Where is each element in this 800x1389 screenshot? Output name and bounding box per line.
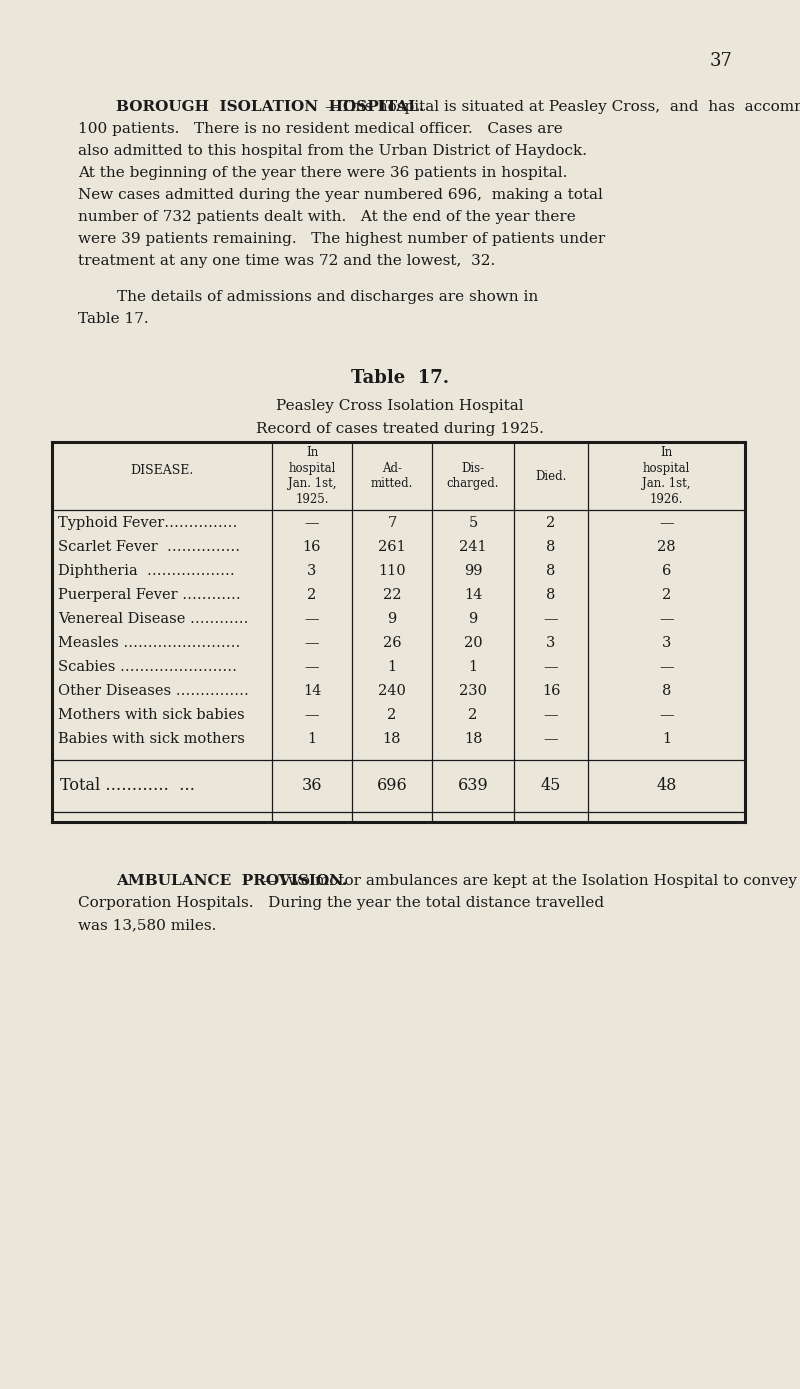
Text: 1: 1	[307, 732, 317, 746]
Text: 8: 8	[546, 588, 556, 601]
Text: Venereal Disease …………: Venereal Disease …………	[58, 613, 249, 626]
Text: 110: 110	[378, 564, 406, 578]
Text: Typhoid Fever……………: Typhoid Fever……………	[58, 515, 238, 529]
Text: Record of cases treated during 1925.: Record of cases treated during 1925.	[256, 422, 544, 436]
Text: 9: 9	[468, 613, 478, 626]
Text: —This hospital is situated at Peasley Cross,  and  has  accommodation  for  abou: —This hospital is situated at Peasley Cr…	[325, 100, 800, 114]
Text: 241: 241	[459, 540, 487, 554]
Text: 1: 1	[662, 732, 671, 746]
Text: Table 17.: Table 17.	[78, 313, 149, 326]
Text: number of 732 patients dealt with.   At the end of the year there: number of 732 patients dealt with. At th…	[78, 210, 576, 224]
Text: —: —	[544, 660, 558, 674]
Text: —: —	[659, 515, 674, 529]
Text: AMBULANCE  PROVISION.: AMBULANCE PROVISION.	[116, 874, 347, 888]
Text: —: —	[659, 660, 674, 674]
Text: Scarlet Fever  ……………: Scarlet Fever ……………	[58, 540, 240, 554]
Text: 18: 18	[464, 732, 482, 746]
Text: 696: 696	[377, 778, 407, 795]
Text: —Two motor ambulances are kept at the Isolation Hospital to convey patients to e: —Two motor ambulances are kept at the Is…	[263, 874, 800, 888]
Text: 18: 18	[382, 732, 402, 746]
Text: 6: 6	[662, 564, 671, 578]
Text: New cases admitted during the year numbered 696,  making a total: New cases admitted during the year numbe…	[78, 188, 603, 201]
Text: 26: 26	[382, 636, 402, 650]
Text: 3: 3	[662, 636, 671, 650]
Text: Corporation Hospitals.   During the year the total distance travelled: Corporation Hospitals. During the year t…	[78, 896, 604, 910]
Text: 261: 261	[378, 540, 406, 554]
Text: 1: 1	[469, 660, 478, 674]
Text: Table  17.: Table 17.	[351, 369, 449, 388]
Text: DISEASE.: DISEASE.	[130, 464, 194, 478]
Text: 99: 99	[464, 564, 482, 578]
Text: 2: 2	[662, 588, 671, 601]
Text: —: —	[305, 515, 319, 529]
Text: 5: 5	[468, 515, 478, 529]
Text: 3: 3	[307, 564, 317, 578]
Text: 2: 2	[546, 515, 556, 529]
Text: 16: 16	[302, 540, 322, 554]
Text: also admitted to this hospital from the Urban District of Haydock.: also admitted to this hospital from the …	[78, 144, 587, 158]
Text: was 13,580 miles.: was 13,580 miles.	[78, 918, 216, 932]
Text: Babies with sick mothers: Babies with sick mothers	[58, 732, 245, 746]
Text: Scabies ……………………: Scabies ……………………	[58, 660, 237, 674]
Text: BOROUGH  ISOLATION  HOSPITAL.: BOROUGH ISOLATION HOSPITAL.	[116, 100, 424, 114]
Text: 230: 230	[459, 683, 487, 697]
Text: Total …………  …: Total ………… …	[60, 778, 195, 795]
Text: 48: 48	[656, 778, 677, 795]
Text: 2: 2	[468, 708, 478, 722]
Text: 22: 22	[382, 588, 402, 601]
Text: —: —	[659, 613, 674, 626]
Text: 9: 9	[387, 613, 397, 626]
Text: In
hospital
Jan. 1st,
1925.: In hospital Jan. 1st, 1925.	[288, 446, 336, 506]
Text: 100 patients.   There is no resident medical officer.   Cases are: 100 patients. There is no resident medic…	[78, 122, 562, 136]
Text: 240: 240	[378, 683, 406, 697]
Text: —: —	[659, 708, 674, 722]
Text: Dis-
charged.: Dis- charged.	[446, 461, 499, 490]
Text: 37: 37	[710, 51, 733, 69]
Text: —: —	[544, 613, 558, 626]
Text: 8: 8	[546, 540, 556, 554]
Text: —: —	[544, 708, 558, 722]
Text: —: —	[305, 636, 319, 650]
Text: Measles ……………………: Measles ……………………	[58, 636, 240, 650]
Text: 3: 3	[546, 636, 556, 650]
Text: Peasley Cross Isolation Hospital: Peasley Cross Isolation Hospital	[276, 399, 524, 413]
Text: 639: 639	[458, 778, 488, 795]
Text: 2: 2	[387, 708, 397, 722]
Text: 36: 36	[302, 778, 322, 795]
Text: Puerperal Fever …………: Puerperal Fever …………	[58, 588, 241, 601]
Text: The details of admissions and discharges are shown in: The details of admissions and discharges…	[78, 290, 538, 304]
Text: In
hospital
Jan. 1st,
1926.: In hospital Jan. 1st, 1926.	[642, 446, 690, 506]
Text: Other Diseases ……………: Other Diseases ……………	[58, 683, 249, 697]
Text: 16: 16	[542, 683, 560, 697]
Text: At the beginning of the year there were 36 patients in hospital.: At the beginning of the year there were …	[78, 167, 567, 181]
Text: 45: 45	[541, 778, 561, 795]
Text: Diphtheria  ………………: Diphtheria ………………	[58, 564, 234, 578]
Text: 1: 1	[387, 660, 397, 674]
Text: Died.: Died.	[535, 469, 566, 482]
Text: 8: 8	[662, 683, 671, 697]
Text: —: —	[305, 660, 319, 674]
Text: 14: 14	[303, 683, 321, 697]
Text: 2: 2	[307, 588, 317, 601]
Text: —: —	[305, 708, 319, 722]
Text: 14: 14	[464, 588, 482, 601]
Text: —: —	[305, 613, 319, 626]
Text: 7: 7	[387, 515, 397, 529]
Text: treatment at any one time was 72 and the lowest,  32.: treatment at any one time was 72 and the…	[78, 254, 495, 268]
Text: Mothers with sick babies: Mothers with sick babies	[58, 708, 245, 722]
Text: 28: 28	[657, 540, 676, 554]
Text: 8: 8	[546, 564, 556, 578]
Text: 20: 20	[464, 636, 482, 650]
Text: —: —	[544, 732, 558, 746]
Text: Ad-
mitted.: Ad- mitted.	[371, 461, 413, 490]
Text: were 39 patients remaining.   The highest number of patients under: were 39 patients remaining. The highest …	[78, 232, 606, 246]
